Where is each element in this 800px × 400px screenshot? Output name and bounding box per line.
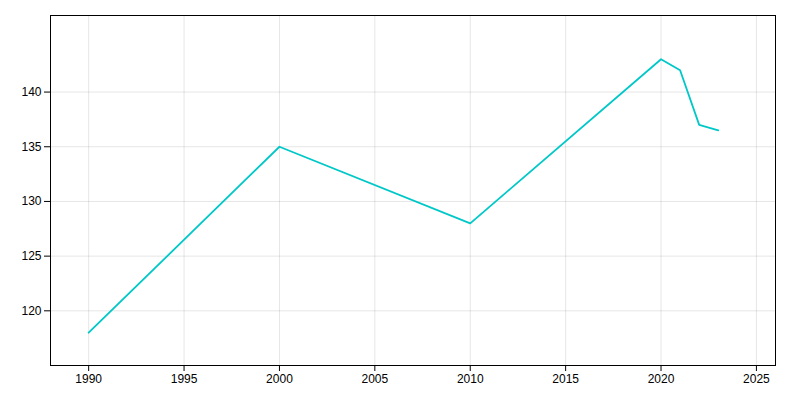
svg-text:125: 125: [21, 249, 41, 263]
svg-text:140: 140: [21, 85, 41, 99]
svg-text:2020: 2020: [648, 372, 675, 386]
svg-text:2010: 2010: [457, 372, 484, 386]
svg-text:1995: 1995: [171, 372, 198, 386]
svg-text:130: 130: [21, 194, 41, 208]
svg-text:2005: 2005: [361, 372, 388, 386]
svg-text:2015: 2015: [552, 372, 579, 386]
svg-text:135: 135: [21, 140, 41, 154]
svg-text:2000: 2000: [266, 372, 293, 386]
svg-text:2025: 2025: [743, 372, 770, 386]
svg-text:120: 120: [21, 304, 41, 318]
svg-text:1990: 1990: [75, 372, 102, 386]
